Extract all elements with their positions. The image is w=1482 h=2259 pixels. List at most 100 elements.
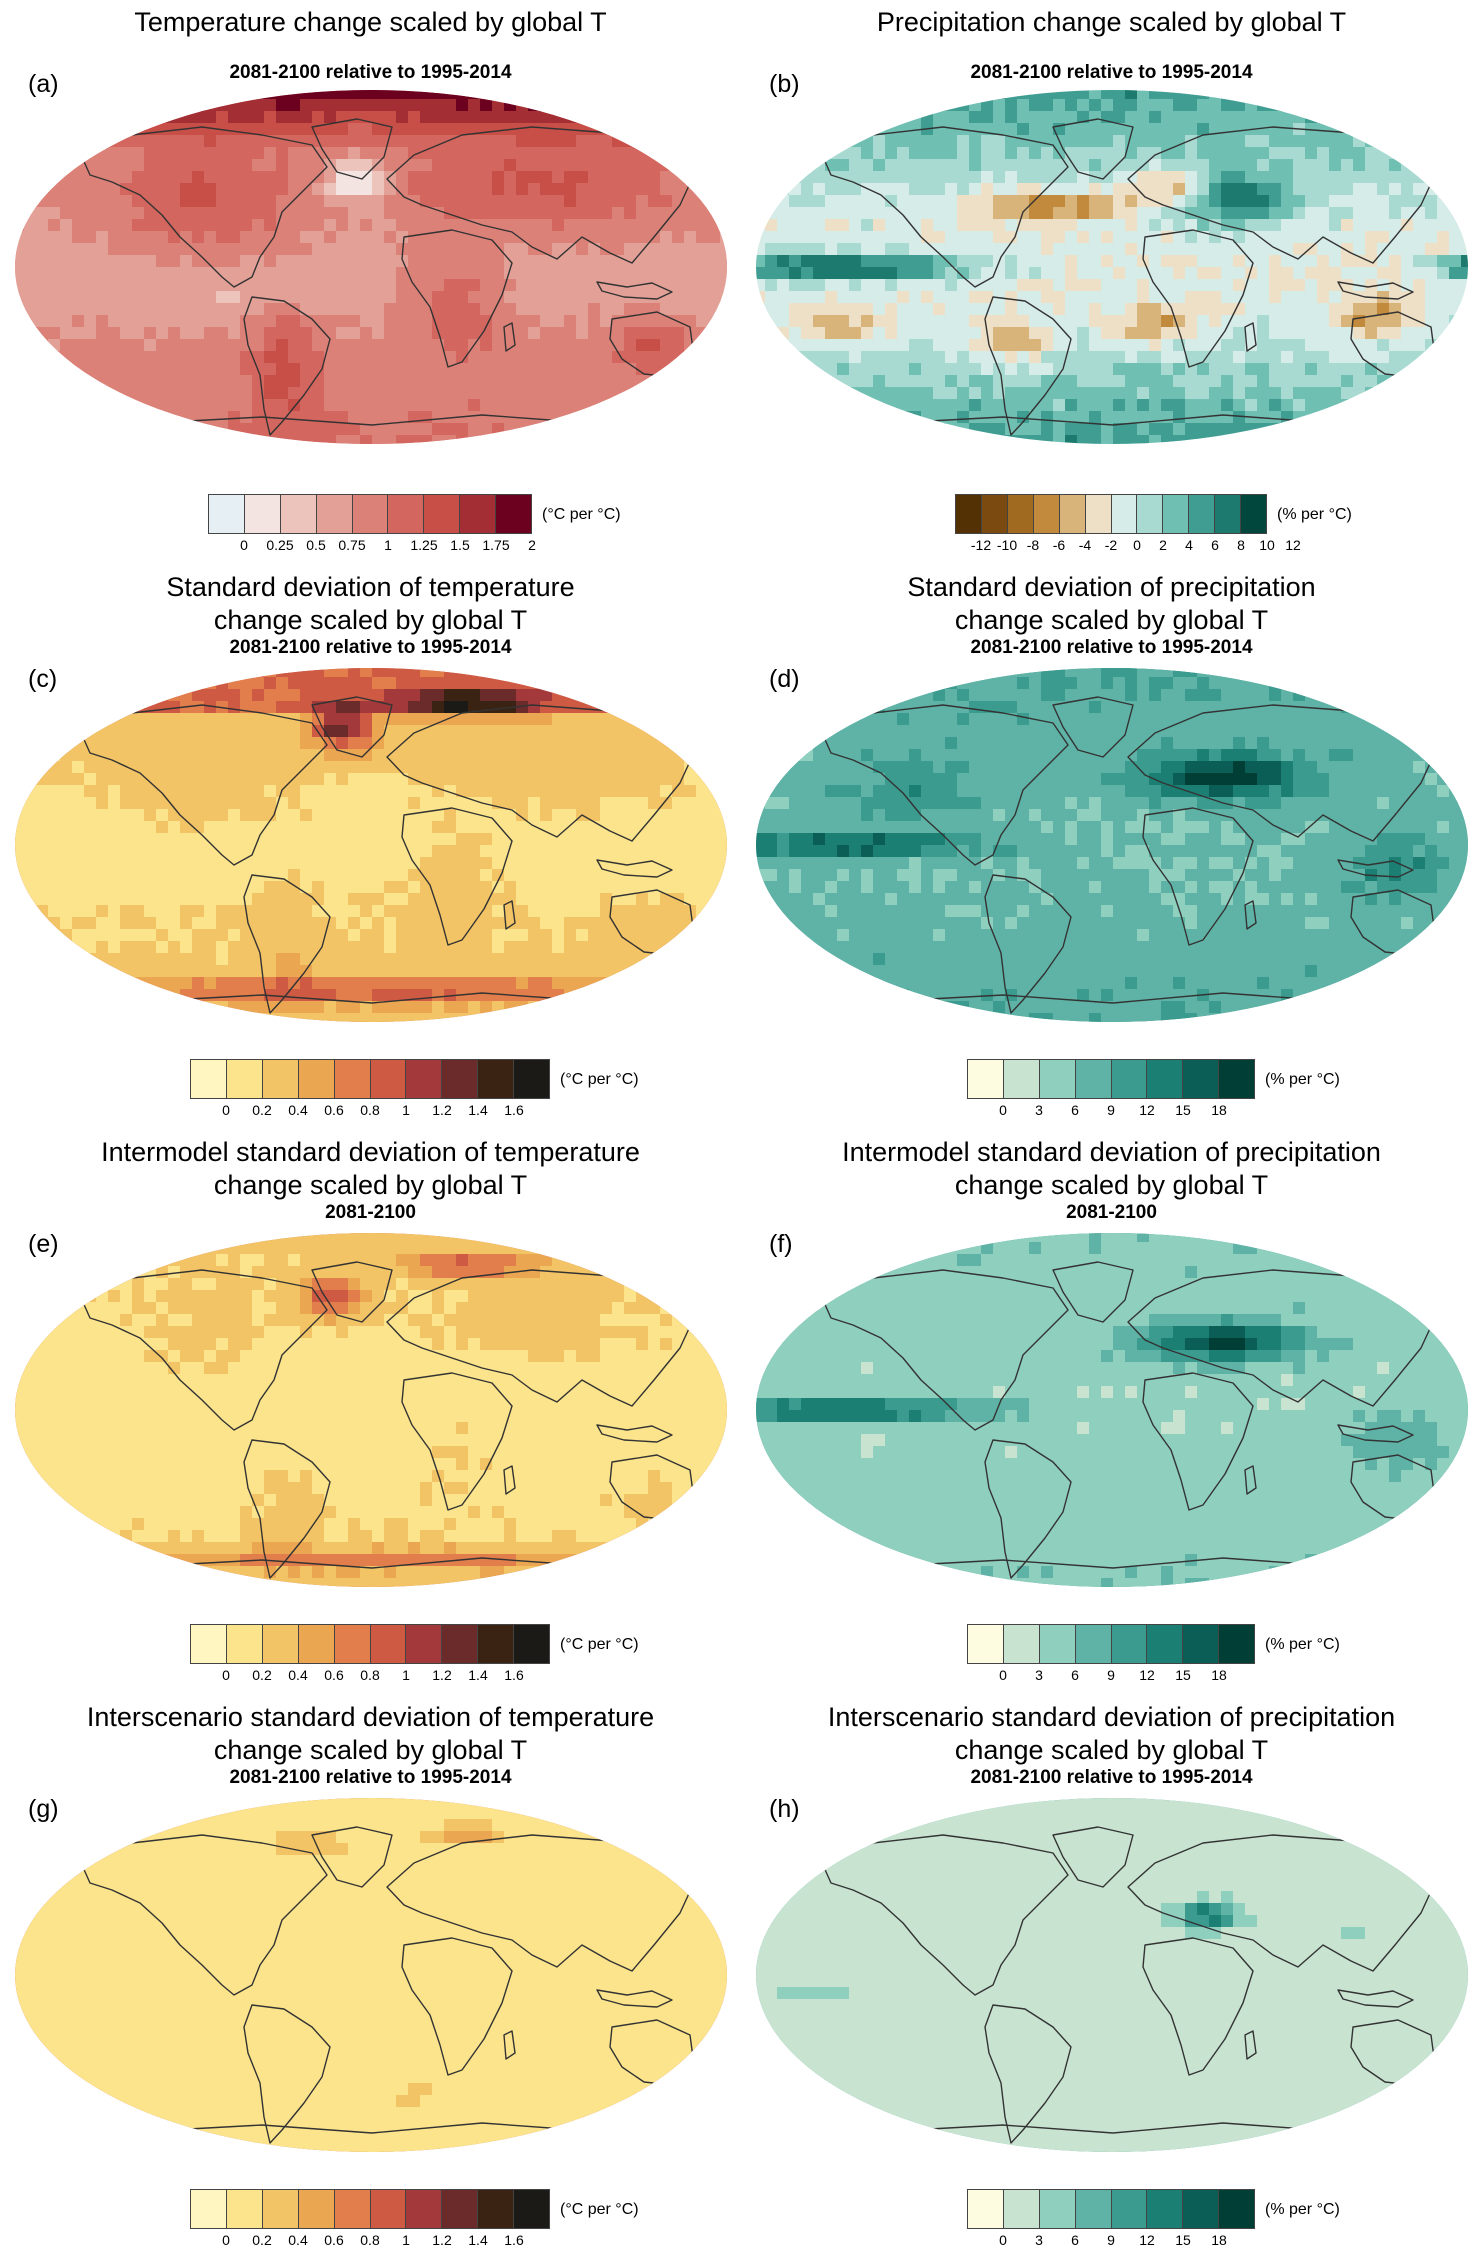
colorbar-swatch	[370, 2190, 407, 2228]
colorbar-tick-label: 0	[222, 2232, 230, 2248]
colorbar-tick-label: 12	[1285, 537, 1301, 553]
panel-subtitle: 2081-2100	[1066, 1202, 1157, 1223]
colorbar-swatch	[226, 1625, 263, 1663]
colorbar-swatch	[478, 1625, 515, 1663]
colorbar-tick-label: 12	[1139, 1102, 1155, 1118]
colorbar-tick-label: 0.5	[306, 537, 326, 553]
colorbar-swatch	[334, 1060, 371, 1098]
colorbar	[955, 494, 1267, 534]
colorbar-swatch	[262, 1625, 299, 1663]
panel-title: Standard deviation of precipitation chan…	[907, 572, 1316, 635]
colorbar-swatch	[1033, 495, 1060, 533]
colorbar-swatch	[1183, 1625, 1220, 1663]
panel-label: (g)	[28, 1795, 59, 1823]
map-field	[756, 668, 1468, 1022]
panel-label: (h)	[769, 1795, 800, 1823]
panel-title: Precipitation change scaled by global T	[876, 7, 1347, 37]
colorbar-swatch	[352, 495, 389, 533]
map-b	[756, 90, 1468, 444]
colorbar-tick-label: 1.4	[468, 1667, 488, 1683]
colorbar-tick-label: 4	[1185, 537, 1193, 553]
colorbar-swatch	[191, 1625, 227, 1663]
colorbar-tick-label: 0.75	[338, 537, 366, 553]
colorbar-tick-label: 2	[528, 537, 536, 553]
colorbar-tick-label: 6	[1071, 1102, 1079, 1118]
colorbar-swatch	[1039, 1060, 1076, 1098]
colorbar-swatch	[1219, 2190, 1254, 2228]
colorbar-swatch	[1085, 495, 1112, 533]
colorbar-swatch	[406, 2190, 443, 2228]
panel-d: Standard deviation of precipitation chan…	[741, 565, 1482, 1129]
panel-subtitle: 2081-2100 relative to 1995-2014	[970, 62, 1253, 83]
colorbar-swatch	[1147, 1060, 1184, 1098]
colorbar-swatch	[1007, 495, 1034, 533]
colorbar-swatch	[1241, 495, 1267, 533]
map-a	[15, 90, 727, 444]
colorbar-tick-label: 10	[1259, 537, 1275, 553]
map-f	[756, 1233, 1468, 1587]
colorbar-ticks: 0 3 6 9 12 15 18	[967, 2232, 1255, 2250]
colorbar-tick-label: 1.4	[468, 1102, 488, 1118]
colorbar-swatch	[968, 2190, 1004, 2228]
map-e	[15, 1233, 727, 1587]
colorbar-unit: (°C per °C)	[560, 2201, 639, 2218]
panel-title: Temperature change scaled by global T	[134, 7, 607, 37]
colorbar-swatch	[514, 1625, 550, 1663]
colorbar-tick-label: 0	[240, 537, 248, 553]
panel-subtitle: 2081-2100 relative to 1995-2014	[229, 1767, 512, 1788]
colorbar-tick-label: 0.8	[360, 1667, 380, 1683]
colorbar-tick-label: -2	[1104, 537, 1118, 553]
map-field	[756, 1798, 1468, 2152]
colorbar	[190, 1059, 550, 1099]
panel-b: Precipitation change scaled by global T 2…	[741, 0, 1482, 564]
colorbar-swatch	[514, 2190, 550, 2228]
colorbar-swatch	[370, 1060, 407, 1098]
colorbar-tick-label: 15	[1175, 1102, 1191, 1118]
colorbar-tick-label: 0.2	[252, 1102, 272, 1118]
colorbar-tick-label: 0.6	[324, 2232, 344, 2248]
colorbar-tick-label: -6	[1052, 537, 1066, 553]
colorbar-swatch	[209, 495, 245, 533]
colorbar-unit: (°C per °C)	[542, 506, 621, 523]
colorbar-tick-label: 0.8	[360, 1102, 380, 1118]
colorbar-swatch	[370, 1625, 407, 1663]
colorbar-swatch	[1059, 495, 1086, 533]
colorbar-tick-label: 0.4	[288, 1102, 308, 1118]
panel-subtitle: 2081-2100 relative to 1995-2014	[229, 637, 512, 658]
colorbar-swatch	[442, 1060, 479, 1098]
colorbar-unit: (% per °C)	[1265, 1071, 1340, 1088]
colorbar-tick-label: 0.4	[288, 2232, 308, 2248]
colorbar-swatch	[1137, 495, 1164, 533]
colorbar-tick-label: 8	[1237, 537, 1245, 553]
colorbar-tick-label: 0	[222, 1102, 230, 1118]
panel-title: Interscenario standard deviation of temp…	[86, 1702, 655, 1765]
colorbar-tick-label: 15	[1175, 1667, 1191, 1683]
colorbar-tick-label: 6	[1071, 2232, 1079, 2248]
panel-label: (b)	[769, 70, 800, 98]
colorbar-swatch	[968, 1060, 1004, 1098]
colorbar-tick-label: -4	[1078, 537, 1092, 553]
colorbar-tick-label: 1.2	[432, 1102, 452, 1118]
colorbar-tick-label: -10	[996, 537, 1018, 553]
colorbar-swatch	[1111, 495, 1138, 533]
colorbar-tick-label: 9	[1107, 2232, 1115, 2248]
colorbar-ticks: 0 0.25 0.5 0.75 1 1.25 1.5 1.75 2	[208, 537, 536, 555]
map-c	[15, 668, 727, 1022]
colorbar-swatch	[298, 1060, 335, 1098]
colorbar-tick-label: 1	[384, 537, 392, 553]
colorbar-tick-label: 15	[1175, 2232, 1191, 2248]
colorbar-ticks: 0 0.2 0.4 0.6 0.8 1 1.2 1.4 1.6	[190, 2232, 550, 2250]
colorbar-swatch	[478, 1060, 515, 1098]
colorbar-ticks: 0 3 6 9 12 15 18	[967, 1667, 1255, 1685]
panel-label: (d)	[769, 665, 800, 693]
colorbar-swatch	[334, 2190, 371, 2228]
colorbar-tick-label: 9	[1107, 1667, 1115, 1683]
colorbar-swatch	[1219, 1060, 1254, 1098]
colorbar	[190, 2189, 550, 2229]
colorbar-swatch	[1183, 1060, 1220, 1098]
colorbar-tick-label: 1.6	[504, 2232, 524, 2248]
colorbar	[967, 1624, 1255, 1664]
colorbar-tick-label: 1.2	[432, 2232, 452, 2248]
colorbar-tick-label: 0.2	[252, 1667, 272, 1683]
colorbar-swatch	[316, 495, 353, 533]
